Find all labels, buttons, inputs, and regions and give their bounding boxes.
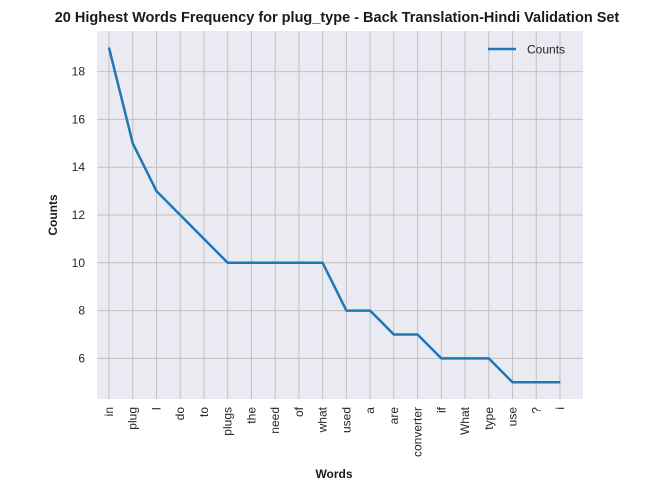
- data-point: [203, 238, 205, 240]
- data-point: [535, 381, 537, 383]
- data-point: [322, 262, 324, 264]
- data-point: [440, 357, 442, 359]
- y-tick-label: 14: [72, 160, 86, 174]
- data-point: [393, 333, 395, 336]
- data-point: [227, 262, 229, 264]
- x-tick-label: are: [387, 407, 401, 425]
- x-tick-label: what: [316, 406, 330, 433]
- data-point: [369, 309, 371, 312]
- x-tick-label: type: [482, 407, 496, 430]
- data-point: [345, 309, 347, 312]
- data-point: [274, 262, 276, 264]
- y-axis-label: Counts: [46, 194, 60, 236]
- x-tick-label: a: [363, 407, 377, 414]
- y-tick-label: 16: [72, 112, 86, 126]
- x-tick-label: in: [102, 407, 116, 416]
- x-tick-label: plugs: [221, 407, 235, 436]
- series-layer: [107, 47, 561, 384]
- y-tick-labels: 6 8 10 12 14 16 18: [72, 65, 86, 366]
- y-tick-label: 12: [72, 208, 86, 222]
- series-line-counts: [107, 47, 560, 384]
- x-tick-label: i: [553, 407, 567, 410]
- y-tick-label: 10: [72, 256, 86, 270]
- x-tick-label: use: [506, 407, 520, 427]
- x-tick-label: the: [244, 407, 258, 424]
- x-axis-label: Words: [315, 467, 352, 481]
- data-point: [559, 381, 561, 383]
- x-tick-label: do: [173, 407, 187, 421]
- x-tick-label: converter: [411, 407, 425, 457]
- x-tick-label: I: [149, 407, 163, 410]
- data-point: [511, 381, 514, 383]
- data-point: [416, 333, 419, 336]
- y-tick-label: 8: [78, 304, 85, 318]
- x-tick-label: to: [197, 407, 211, 417]
- x-tick-label: plug: [126, 407, 140, 430]
- x-tick-label: ?: [529, 407, 543, 414]
- x-tick-label: What: [458, 406, 472, 435]
- grid: [97, 31, 583, 399]
- data-point: [250, 262, 253, 264]
- data-point: [488, 357, 490, 359]
- x-tick-label: need: [268, 407, 282, 434]
- chart-title: 20 Highest Words Frequency for plug_type…: [55, 10, 620, 26]
- data-point: [298, 262, 300, 264]
- data-point: [132, 142, 134, 144]
- x-tick-label: used: [339, 407, 353, 433]
- x-tick-label: of: [292, 406, 306, 417]
- legend-label: Counts: [527, 43, 565, 57]
- data-point: [155, 190, 158, 192]
- y-tick-label: 6: [78, 351, 85, 365]
- y-tick-label: 18: [72, 65, 86, 79]
- x-tick-label: if: [434, 406, 448, 413]
- data-point: [179, 214, 181, 216]
- data-point: [464, 357, 466, 359]
- legend: Counts: [488, 43, 565, 57]
- data-point: [108, 47, 110, 49]
